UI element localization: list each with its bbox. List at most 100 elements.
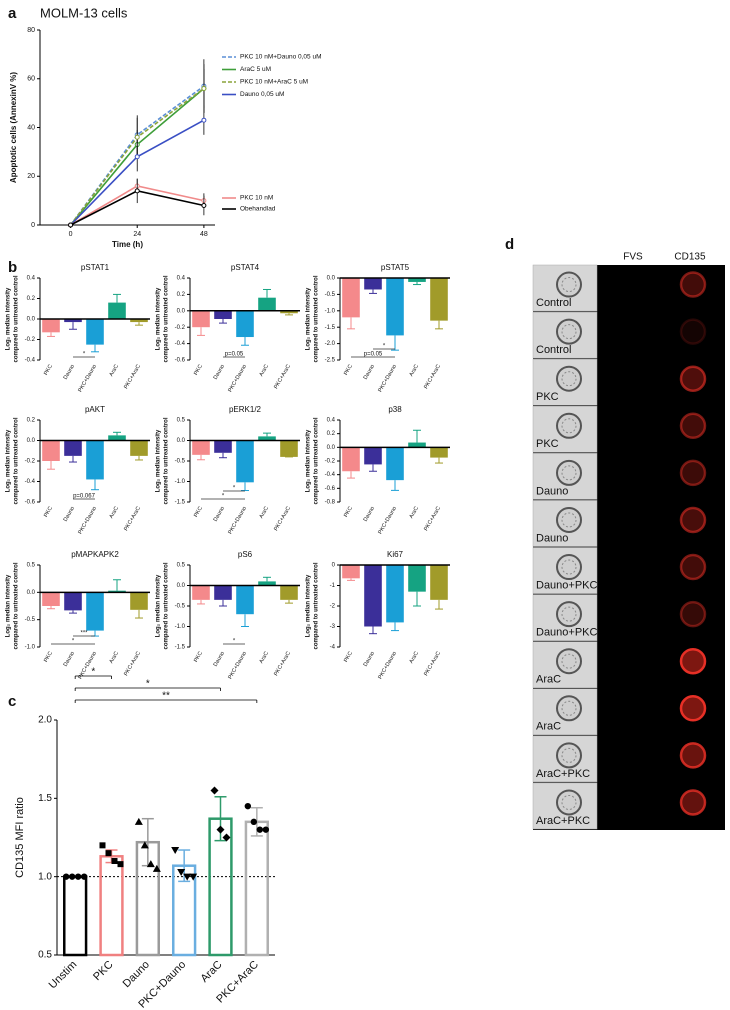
x-tick-label: PKC+AraC (273, 364, 292, 390)
x-tick-label: Dauno (363, 506, 376, 523)
y-tick-label: -0.4 (175, 341, 186, 347)
bar (64, 319, 82, 323)
point (134, 188, 140, 194)
cd135-signal (679, 600, 707, 628)
y-tick-label: -3 (330, 624, 336, 630)
y-tick-label: 0.5 (38, 950, 52, 961)
y-tick-label: -1 (330, 583, 336, 589)
x-tick-label: PKC+AraC (123, 651, 142, 677)
y-tick-label: -1.0 (175, 624, 186, 630)
point (68, 222, 74, 228)
y-tick-label: -0.2 (25, 459, 36, 465)
y-tick-label: 0 (332, 563, 336, 569)
cd135-signal (679, 789, 707, 816)
y-tick-label: -0.4 (25, 358, 36, 364)
y-tick-label: 0.2 (27, 418, 36, 424)
y-axis-label: Log₂ median intensity (6, 287, 12, 350)
cd135-signal (679, 318, 707, 345)
x-tick-label: Dauno (63, 651, 76, 668)
y-axis-label: compared to untreated control (14, 417, 20, 504)
x-tick-label: Dauno (363, 651, 376, 668)
y-tick-label: -0.6 (175, 358, 186, 364)
comparison-label: p=0.05 (225, 352, 244, 358)
point (62, 873, 70, 880)
cell-detail (561, 653, 577, 669)
y-axis-label: compared to untreated control (314, 417, 320, 504)
y-tick-label: -0.8 (325, 500, 336, 506)
y-tick-label: -1.5 (325, 325, 336, 331)
bar (430, 278, 448, 321)
column-header: CD135 (674, 252, 706, 263)
y-axis-label: compared to untreated control (164, 417, 170, 504)
point (117, 861, 124, 868)
chart-title: pS6 (238, 550, 253, 559)
point (210, 786, 219, 795)
y-tick-label: -1.0 (25, 645, 36, 651)
cell (556, 695, 582, 722)
y-tick-label: -0.5 (25, 617, 36, 623)
cell (556, 506, 582, 533)
y-tick-label: 0.2 (177, 292, 186, 298)
y-tick-label: -1.0 (175, 479, 186, 485)
x-tick-label: PKC (193, 506, 204, 519)
y-tick-label: 0.0 (27, 438, 36, 444)
point (216, 825, 225, 834)
comparison-label: * (383, 344, 386, 350)
x-tick-label: PKC+Dauno (77, 364, 98, 394)
cd135-signal (679, 506, 707, 534)
x-tick-label: PKC+AraC (423, 364, 442, 390)
point (244, 802, 252, 810)
panel-label: a (8, 5, 17, 22)
bar (86, 592, 104, 631)
chart-title: MOLM-13 cells (40, 5, 128, 20)
bar (342, 565, 360, 579)
x-tick-label: AraC (109, 651, 120, 665)
y-tick-label: 0.0 (27, 590, 36, 596)
row-label: AraC+PKC (536, 768, 590, 780)
point (68, 873, 76, 880)
x-tick-label: Dauno (213, 506, 226, 523)
y-tick-label: 0.5 (27, 563, 36, 569)
x-tick-label: PKC+AraC (123, 506, 142, 532)
bar (192, 310, 210, 328)
row-label: Dauno (536, 532, 568, 544)
panel-label: d (505, 236, 514, 253)
x-tick-label: PKC+AraC (423, 506, 442, 532)
y-tick-label: 0.5 (177, 418, 186, 424)
y-tick-label: -0.2 (325, 459, 336, 465)
legend-label: AraC 5 uM (240, 66, 271, 73)
row-label: Dauno+PKC (536, 579, 598, 591)
y-axis-label: Log₂ median intensity (156, 574, 162, 637)
cd135-signal (679, 553, 707, 581)
row-label: AraC+PKC (536, 815, 590, 827)
x-tick-label: PKC+AraC (423, 651, 442, 677)
y-axis-label: compared to untreated control (14, 275, 20, 362)
bar (236, 585, 254, 615)
chart-title: pSTAT5 (381, 263, 410, 272)
legend-label: Obehandlad (240, 206, 276, 213)
bar (342, 278, 360, 318)
x-tick-label: Dauno (63, 506, 76, 523)
y-tick-label: -0.2 (175, 325, 186, 331)
y-tick-label: 0.0 (327, 276, 336, 282)
x-tick-label: AraC (198, 959, 224, 985)
y-tick-label: 0.4 (27, 276, 36, 282)
y-tick-label: -4 (330, 645, 336, 651)
point (80, 873, 88, 880)
y-tick-label: 1.5 (38, 793, 52, 804)
bar (86, 319, 104, 345)
point (134, 817, 143, 825)
x-tick-label: AraC (409, 651, 420, 665)
cell-detail (561, 277, 577, 293)
cell (556, 789, 582, 816)
point (134, 154, 140, 160)
bar (408, 442, 426, 448)
bar (192, 585, 210, 600)
comparison-label: * (146, 679, 150, 690)
comparison-label: * (222, 494, 225, 500)
x-tick-label: PKC+Dauno (227, 364, 248, 394)
y-tick-label: -0.2 (25, 337, 36, 343)
cell (556, 318, 582, 345)
